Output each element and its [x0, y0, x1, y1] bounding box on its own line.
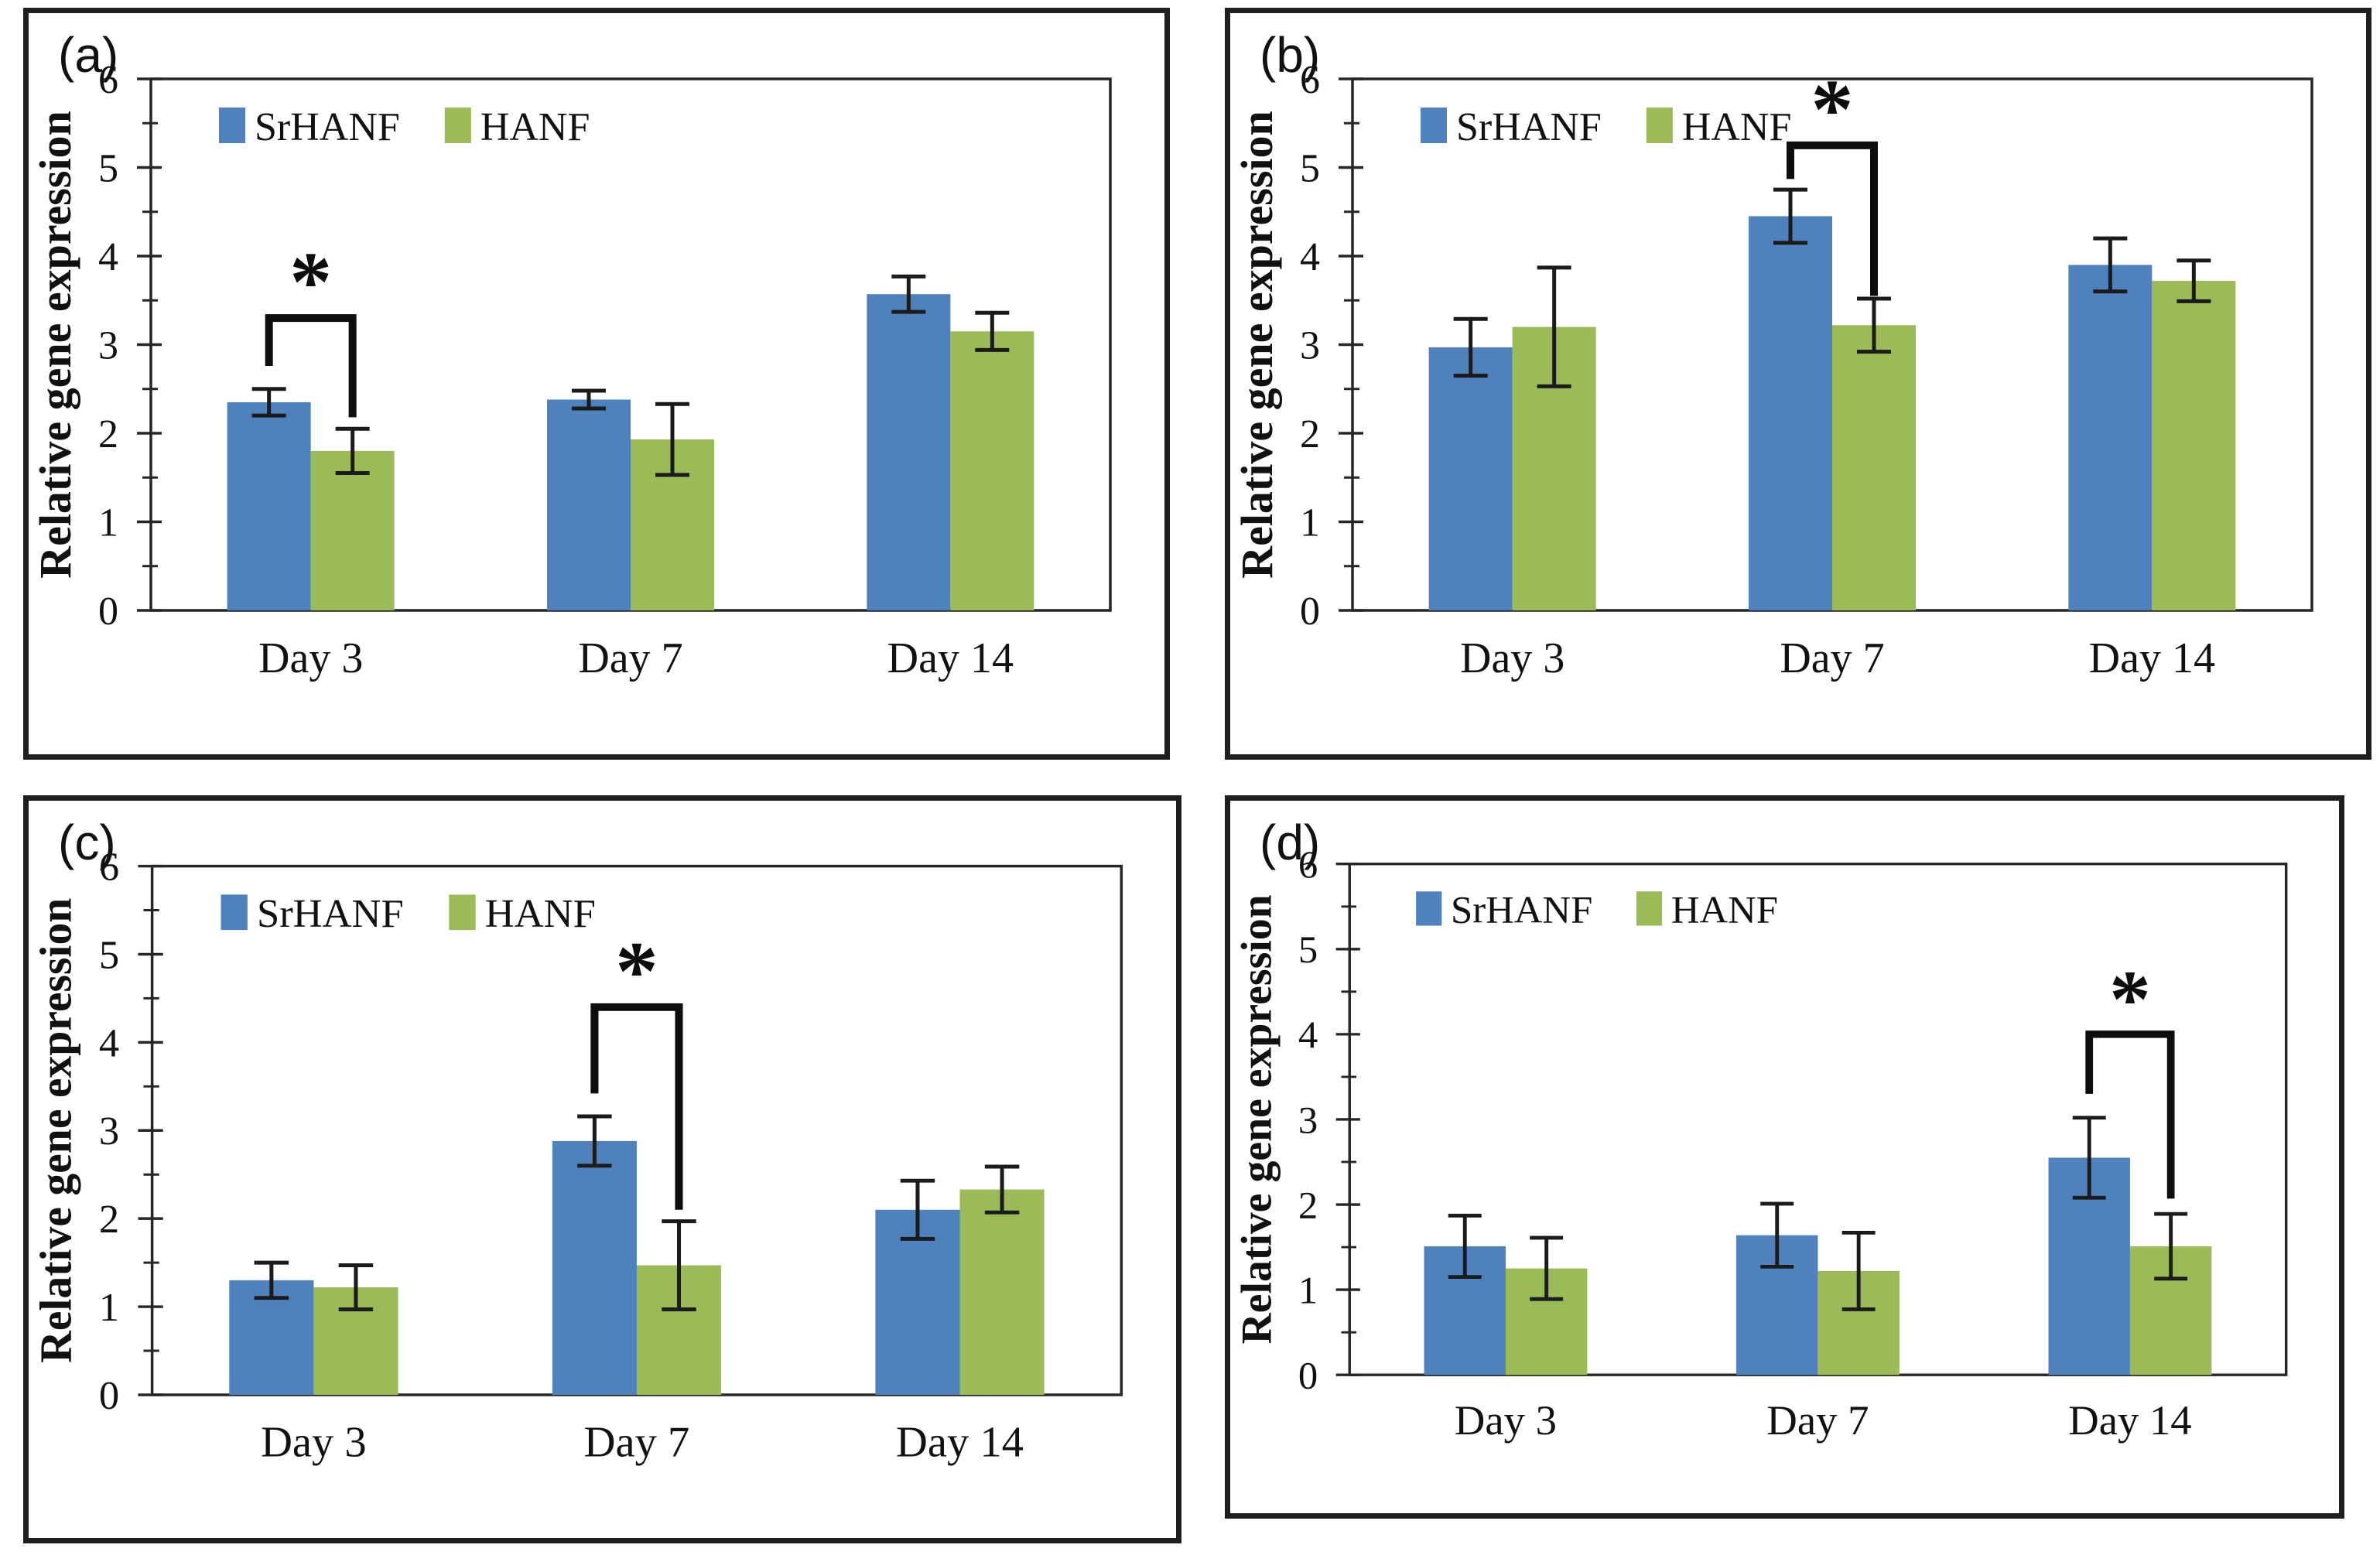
significance-bracket: [2085, 1030, 2175, 1199]
legend-swatch-srhanf: [219, 108, 245, 143]
bar-srhanf-day-3: [227, 402, 311, 610]
y-axis-title: Relative gene expression: [1232, 111, 1282, 579]
bar-hanf-day-14: [959, 1189, 1045, 1395]
legend-swatch-hanf: [444, 108, 471, 143]
y-tick-label-5: 5: [1298, 928, 1318, 971]
x-tick-label-day-7: Day 7: [584, 1419, 690, 1467]
panel-d: (d) 0 1 2 3 4 5 6 Relative gene expression Day 3…: [1225, 795, 2344, 1519]
x-tick-label-day-3: Day 3: [258, 634, 363, 682]
panel-b: (b) 0 1 2 3 4 5 6 Relative gene expression Day 3…: [1225, 8, 2371, 760]
panel-a: (a) 0 1 2 3 4 5 6 Relative gene expression Day 3…: [23, 8, 1170, 760]
significance-star: *: [615, 924, 658, 1018]
legend-label-srhanf: SrHANF: [255, 105, 400, 149]
bar-chart-b: 0 1 2 3 4 5 6 Relative gene expression Day 3 Day …: [1232, 58, 2313, 682]
legend-swatch-srhanf: [221, 894, 248, 931]
bar-srhanf-day-7: [1749, 216, 1832, 610]
y-tick-label-0: 0: [1300, 590, 1320, 634]
y-tick-label-1: 1: [1298, 1269, 1318, 1312]
y-tick-label-0: 0: [99, 1374, 119, 1418]
y-tick-label-3: 3: [1298, 1099, 1318, 1142]
x-tick-label-day-3: Day 3: [1460, 634, 1564, 682]
bar-srhanf-day-7: [552, 1140, 637, 1395]
y-tick-label-4: 4: [98, 235, 118, 279]
y-tick-label-2: 2: [1298, 1184, 1318, 1227]
y-tick-label-5: 5: [1300, 147, 1320, 191]
legend-label-hanf: HANF: [480, 105, 590, 149]
y-axis-title: Relative gene expression: [30, 898, 80, 1363]
y-tick-label-3: 3: [1300, 324, 1320, 368]
bar-hanf-day-14: [2152, 281, 2236, 610]
legend-label-srhanf: SrHANF: [257, 892, 404, 936]
bar-srhanf-day-14: [2068, 265, 2153, 610]
significance-star: *: [2109, 955, 2151, 1045]
y-axis-title: Relative gene expression: [1233, 894, 1281, 1344]
x-tick-label-day-14: Day 14: [887, 634, 1014, 682]
bar-srhanf-day-7: [547, 399, 631, 610]
y-tick-label-4: 4: [1300, 235, 1320, 279]
significance-bracket: [590, 1003, 683, 1210]
y-tick-label-6: 6: [99, 846, 119, 890]
x-tick-label-day-7: Day 7: [1766, 1397, 1869, 1444]
panel-label-d: (d): [1260, 815, 1321, 870]
bar-chart-d: 0 1 2 3 4 5 6 Relative gene expression Day 3 Day …: [1233, 842, 2288, 1444]
bar-chart-c: 0 1 2 3 4 5 6 Relative gene expression Day 3 Day …: [30, 846, 1123, 1467]
panel-label-c: (c): [58, 815, 116, 870]
y-tick-label-5: 5: [99, 934, 119, 978]
legend-swatch-hanf: [1646, 108, 1673, 143]
x-tick-label-day-3: Day 3: [1455, 1397, 1557, 1444]
y-tick-label-2: 2: [1300, 412, 1320, 456]
legend-label-srhanf: SrHANF: [1456, 105, 1602, 149]
legend-label-hanf: HANF: [485, 892, 596, 936]
legend-label-hanf: HANF: [1671, 888, 1778, 931]
x-tick-label-day-14: Day 14: [2068, 1397, 2191, 1444]
bar-hanf-day-7: [1832, 325, 1916, 610]
x-tick-label-day-3: Day 3: [261, 1419, 367, 1467]
bar-hanf-day-14: [950, 331, 1034, 610]
y-tick-label-5: 5: [98, 147, 118, 191]
panel-c: (c) 0 1 2 3 4 5 6 Relative gene expression Day 3…: [23, 795, 1181, 1543]
significance-star: *: [289, 234, 332, 329]
y-tick-label-1: 1: [99, 1286, 119, 1330]
y-tick-label-6: 6: [1300, 58, 1320, 102]
y-tick-label-4: 4: [1298, 1013, 1318, 1057]
x-tick-label-day-7: Day 7: [578, 634, 682, 682]
legend-swatch-srhanf: [1421, 108, 1447, 143]
y-tick-label-2: 2: [98, 412, 118, 456]
legend-swatch-srhanf: [1416, 891, 1442, 926]
y-tick-label-0: 0: [1298, 1354, 1318, 1397]
y-axis-title: Relative gene expression: [30, 111, 80, 579]
y-tick-label-3: 3: [99, 1110, 119, 1154]
significance-bracket: [265, 314, 357, 418]
panel-label-b: (b): [1260, 27, 1321, 83]
bar-srhanf-day-14: [867, 294, 951, 610]
x-tick-label-day-14: Day 14: [896, 1419, 1024, 1467]
x-tick-label-day-7: Day 7: [1780, 634, 1884, 682]
legend-swatch-hanf: [1636, 891, 1663, 926]
legend-label-hanf: HANF: [1682, 105, 1792, 149]
legend-label-srhanf: SrHANF: [1451, 888, 1592, 931]
bar-srhanf-day-3: [1428, 347, 1513, 610]
bar-chart-a: 0 1 2 3 4 5 6 Relative gene expression Day 3 Day …: [30, 58, 1112, 682]
y-tick-label-1: 1: [98, 501, 118, 545]
panel-label-a: (a): [58, 27, 119, 83]
y-tick-label-0: 0: [98, 590, 118, 634]
bar-hanf-day-3: [310, 450, 395, 610]
y-tick-label-4: 4: [99, 1022, 119, 1066]
x-tick-label-day-14: Day 14: [2089, 634, 2215, 682]
y-tick-label-6: 6: [98, 58, 118, 102]
significance-bracket: [1787, 141, 1878, 296]
y-tick-label-2: 2: [99, 1198, 119, 1242]
y-tick-label-3: 3: [98, 324, 118, 368]
y-tick-label-1: 1: [1300, 501, 1320, 545]
significance-star: *: [1811, 62, 1854, 156]
legend-swatch-hanf: [449, 894, 476, 931]
y-tick-label-6: 6: [1298, 842, 1318, 886]
